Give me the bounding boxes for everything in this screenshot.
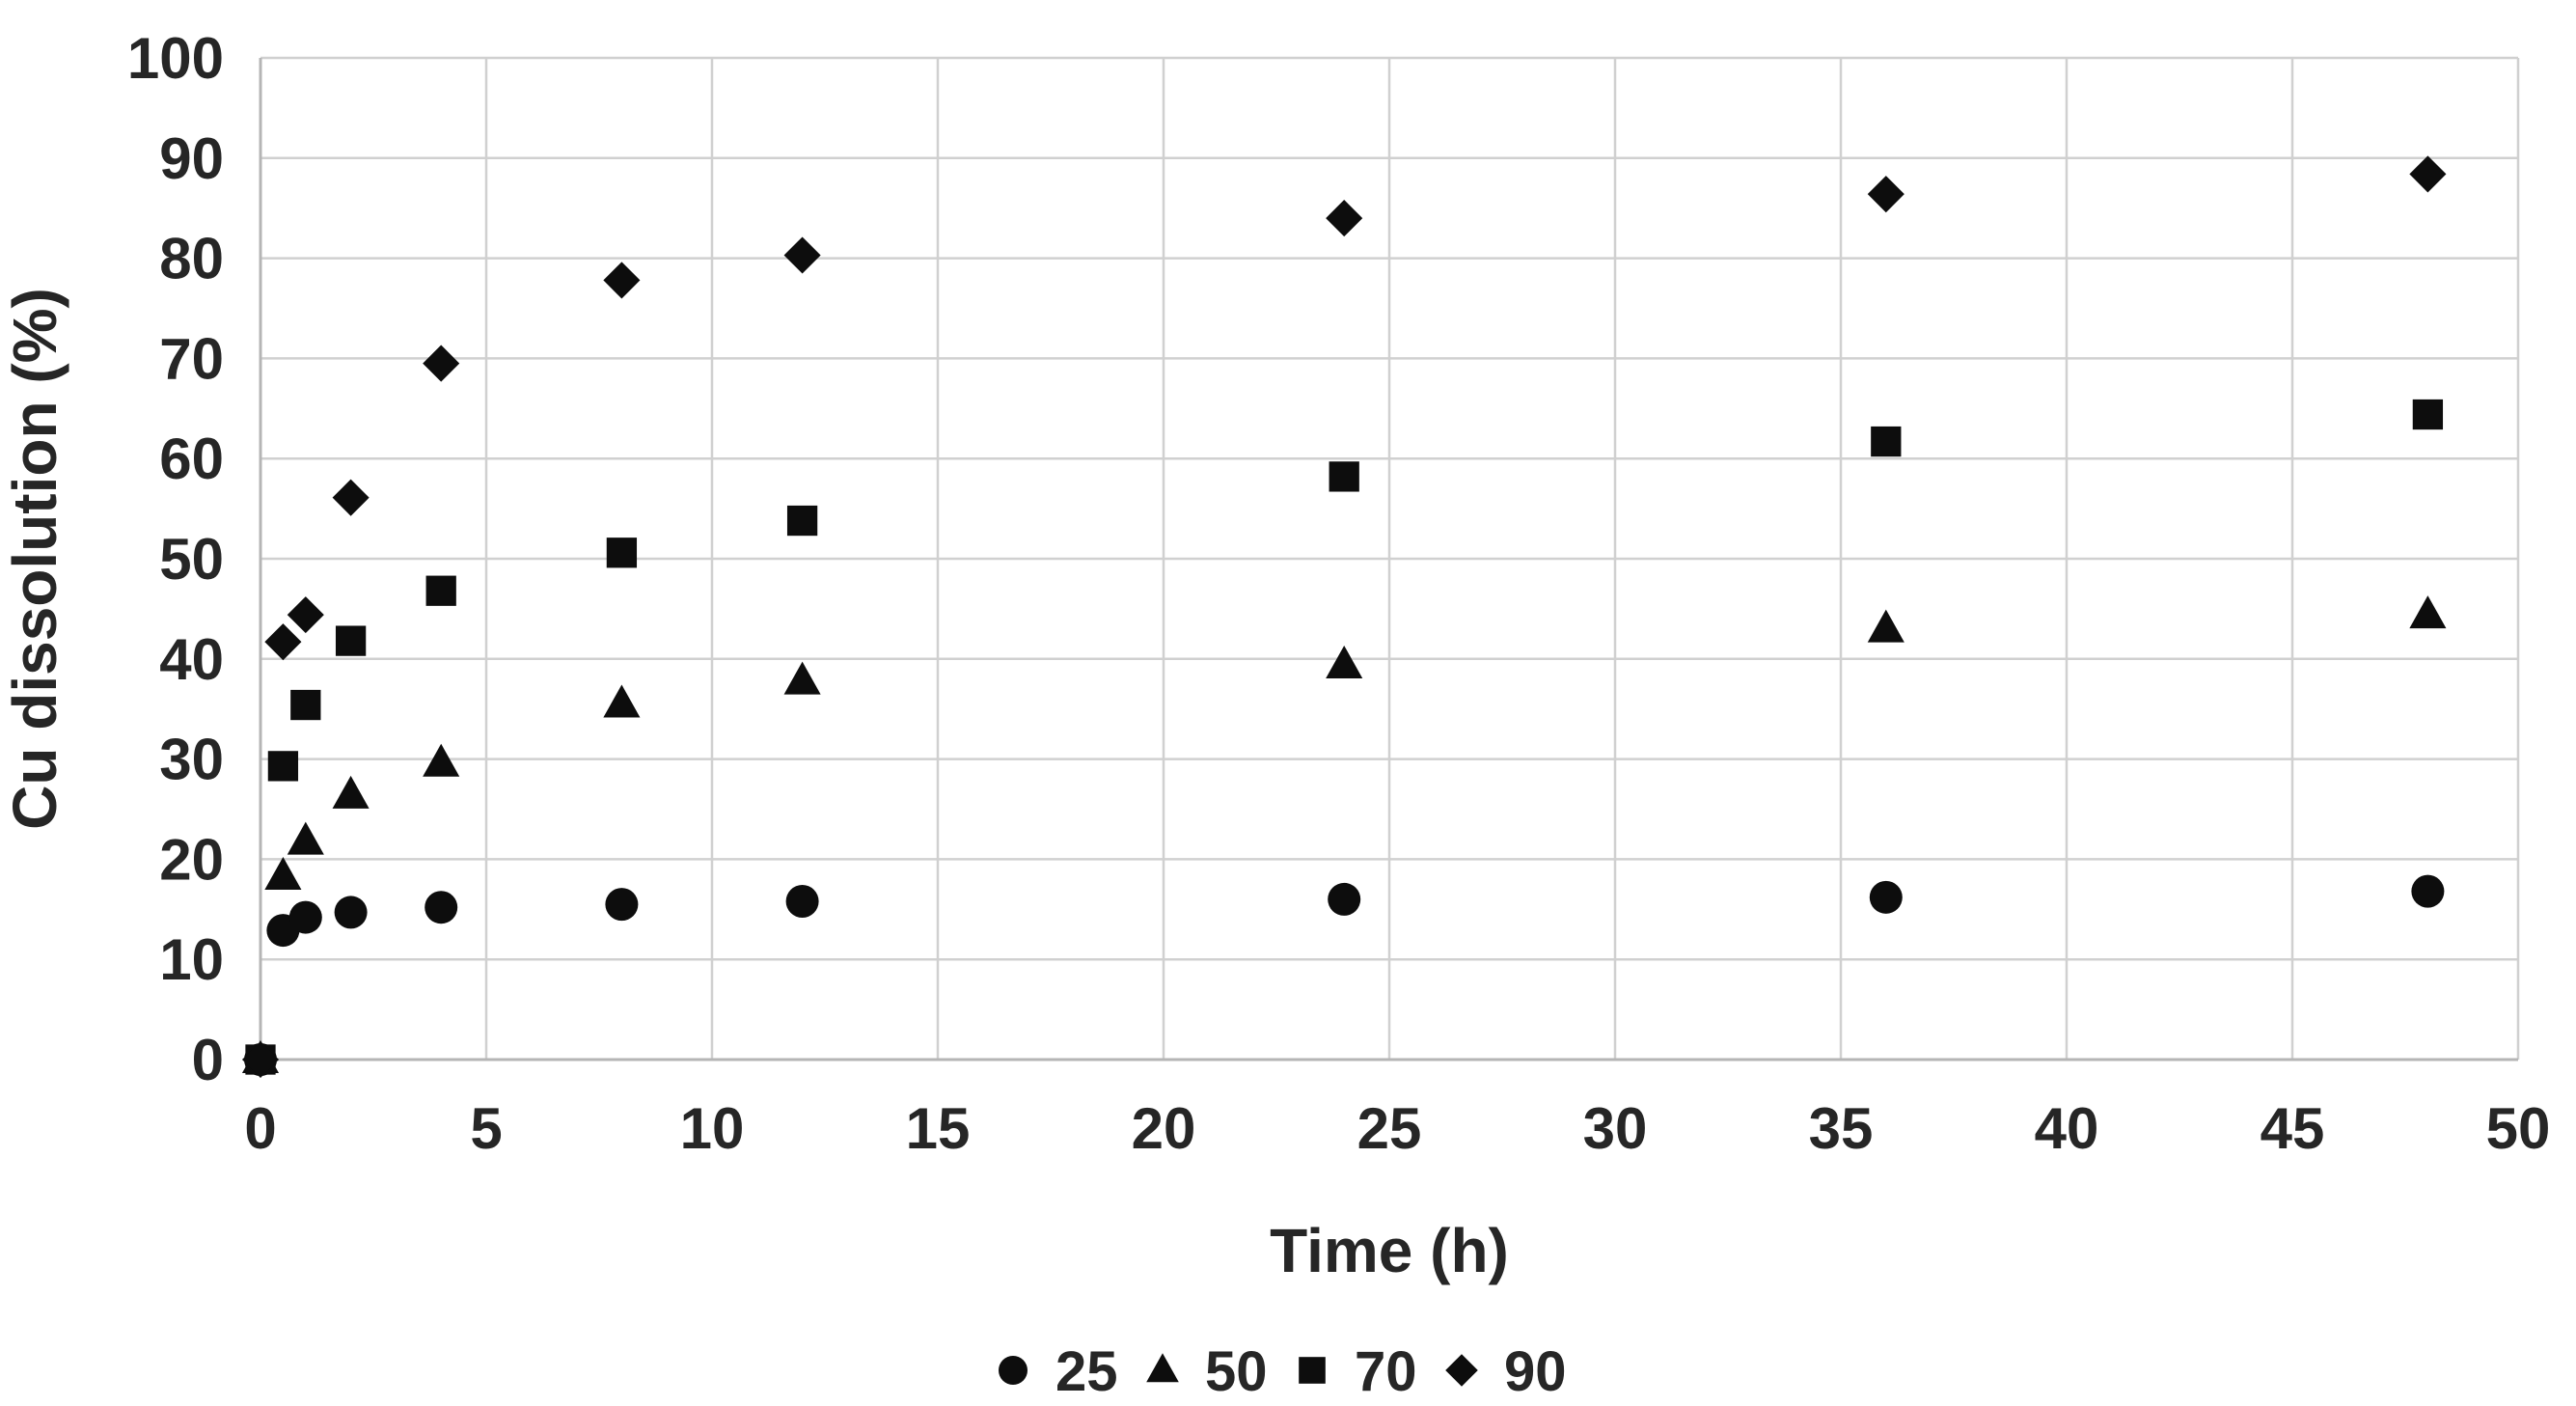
marker-circle [605,888,639,922]
x-tick-label: 0 [244,1096,276,1161]
x-tick-label: 5 [470,1096,502,1161]
x-tick-label: 25 [1357,1096,1422,1161]
marker-square [1299,1357,1326,1384]
marker-square [1871,426,1902,457]
marker-triangle [332,775,370,809]
marker-square [425,575,456,606]
legend: 25 50 70 90 [999,1340,1567,1403]
axis-tick-labels: 0 10 20 30 40 50 60 70 80 90 100 0 5 10 15 20 25 30 35 40 45… [127,26,2550,1161]
marker-triangle [264,856,302,890]
legend-label: 25 [1055,1340,1118,1403]
x-tick-label: 10 [680,1096,745,1161]
marker-triangle [603,684,641,718]
marker-diamond [1445,1354,1478,1387]
series-90 [241,155,2447,1079]
marker-diamond [264,623,302,661]
marker-diamond [423,345,460,382]
marker-triangle [1146,1353,1179,1383]
x-tick-label: 15 [906,1096,971,1161]
marker-diamond [1867,176,1905,213]
marker-triangle [2409,595,2447,629]
x-tick-label: 50 [2486,1096,2551,1161]
x-tick-label: 40 [2035,1096,2099,1161]
y-tick-label: 40 [159,627,224,692]
marker-diamond [287,596,324,634]
gridlines [259,56,2520,1061]
marker-diamond [1326,200,1363,237]
marker-circle [999,1356,1028,1385]
legend-item-90: 90 [1445,1340,1567,1403]
marker-circle [1328,882,1361,916]
marker-circle [2411,874,2445,908]
marker-triangle [1867,609,1905,643]
y-tick-label: 0 [192,1028,224,1092]
x-tick-label: 35 [1809,1096,1874,1161]
marker-square [290,689,321,721]
x-axis-title: Time (h) [1270,1216,1509,1285]
marker-circle [288,900,322,934]
marker-triangle [783,661,821,695]
marker-diamond [2409,155,2447,193]
marker-circle [334,896,368,929]
marker-square [1329,461,1359,492]
marker-circle [785,884,819,918]
marker-diamond [603,262,641,299]
x-tick-label: 45 [2261,1096,2325,1161]
y-tick-label: 60 [159,427,224,491]
x-tick-label: 30 [1583,1096,1648,1161]
x-tick-label: 20 [1132,1096,1196,1161]
marker-square [2412,399,2444,430]
marker-triangle [423,743,460,777]
marker-circle [425,891,458,924]
y-tick-label: 100 [127,26,224,91]
data-points [241,155,2447,1079]
marker-triangle [1326,645,1363,678]
marker-square [335,625,367,656]
marker-square [606,538,638,568]
y-tick-label: 70 [159,326,224,391]
y-tick-label: 20 [159,827,224,892]
marker-circle [1869,880,1903,914]
legend-item-50: 50 [1146,1340,1268,1403]
y-tick-label: 10 [159,927,224,992]
marker-square [786,505,818,537]
marker-diamond [783,236,821,274]
axis-lines [259,58,2518,1061]
marker-diamond [332,479,370,516]
marker-diamond [241,1040,280,1079]
series-25 [244,874,2445,1076]
marker-square [267,751,299,782]
y-tick-label: 90 [159,126,224,191]
legend-label: 50 [1205,1340,1268,1403]
y-tick-label: 30 [159,728,224,792]
y-tick-label: 80 [159,227,224,291]
marker-triangle [287,821,324,855]
series-50 [241,595,2447,1073]
legend-item-70: 70 [1299,1340,1417,1403]
legend-label: 70 [1355,1340,1417,1403]
legend-item-25: 25 [999,1340,1118,1403]
series-70 [245,399,2444,1075]
y-axis-title: Cu dissolution (%) [0,288,69,830]
legend-label: 90 [1504,1340,1567,1403]
y-tick-label: 50 [159,527,224,592]
